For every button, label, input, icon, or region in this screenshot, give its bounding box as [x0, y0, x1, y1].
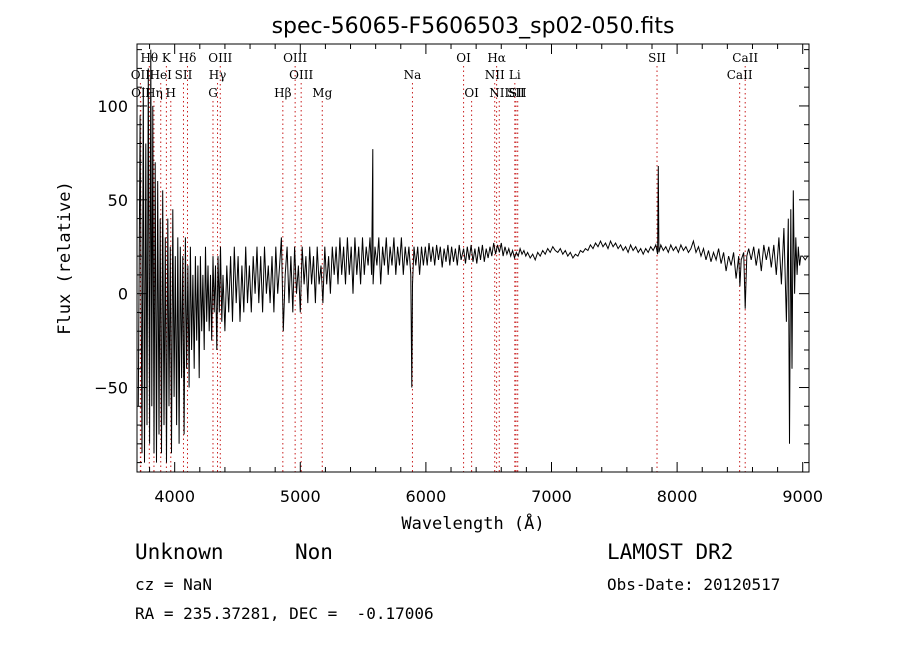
survey-name: LAMOST DR2 — [607, 540, 734, 564]
chart-title: spec-56065-F5606503_sp02-050.fits — [272, 14, 675, 39]
line-label-8: CaII — [732, 51, 758, 65]
line-label-13: OIII — [289, 68, 313, 82]
line-label-6: Hα — [487, 51, 506, 65]
line-label-23: Mg — [312, 86, 332, 100]
object-type: Unknown — [135, 540, 224, 564]
x-tick-label: 7000 — [531, 487, 572, 506]
line-label-21: G — [208, 86, 218, 100]
plot-frame — [136, 43, 810, 473]
line-label-16: Li — [509, 68, 521, 82]
y-tick-label: 50 — [108, 191, 128, 210]
redshift-cz: cz = NaN — [135, 575, 213, 594]
x-tick-label: 9000 — [782, 487, 823, 506]
y-axis: −50 0 50 100 — [94, 49, 809, 464]
x-tick-label: 4000 — [154, 487, 195, 506]
spectrum-line — [137, 49, 809, 463]
line-label-18: OII — [131, 86, 151, 100]
line-label-3: OIII — [208, 51, 232, 65]
line-label-25: NII — [489, 86, 509, 100]
line-label-22: Hβ — [274, 86, 291, 100]
line-label-5: OI — [456, 51, 471, 65]
y-tick-label: 100 — [97, 97, 128, 116]
line-label-7: SII — [648, 51, 666, 65]
line-label-10: HeI — [150, 68, 173, 82]
line-label-26: SII — [507, 86, 525, 100]
y-tick-label: −50 — [94, 379, 128, 398]
x-tick-label: 6000 — [406, 487, 447, 506]
line-label-24: OI — [464, 86, 479, 100]
coordinates: RA = 235.37281, DEC = -0.17006 — [135, 604, 434, 623]
line-label-12: Hγ — [209, 68, 227, 82]
object-subclass: Non — [295, 540, 333, 564]
line-label-20: H — [166, 86, 176, 100]
obs-date: Obs-Date: 20120517 — [607, 575, 781, 594]
x-axis: 4000 5000 6000 7000 8000 9000 — [149, 44, 823, 506]
line-label-2: Hδ — [179, 51, 197, 65]
line-label-19: Hη — [145, 86, 163, 100]
x-tick-label: 8000 — [657, 487, 698, 506]
x-tick-label: 5000 — [280, 487, 321, 506]
y-axis-label: Flux (relative) — [55, 181, 75, 335]
line-label-27: SII — [509, 86, 527, 100]
x-axis-label: Wavelength (Å) — [401, 512, 544, 534]
line-label-15: NII — [485, 68, 505, 82]
y-tick-label: 0 — [118, 285, 128, 304]
line-label-11: SII — [175, 68, 193, 82]
line-label-1: K — [162, 51, 172, 65]
line-label-14: Na — [404, 68, 422, 82]
line-label-9: OII — [131, 68, 151, 82]
line-label-0: Hθ — [140, 51, 158, 65]
line-label-4: OIII — [283, 51, 307, 65]
line-label-17: CaII — [727, 68, 753, 82]
